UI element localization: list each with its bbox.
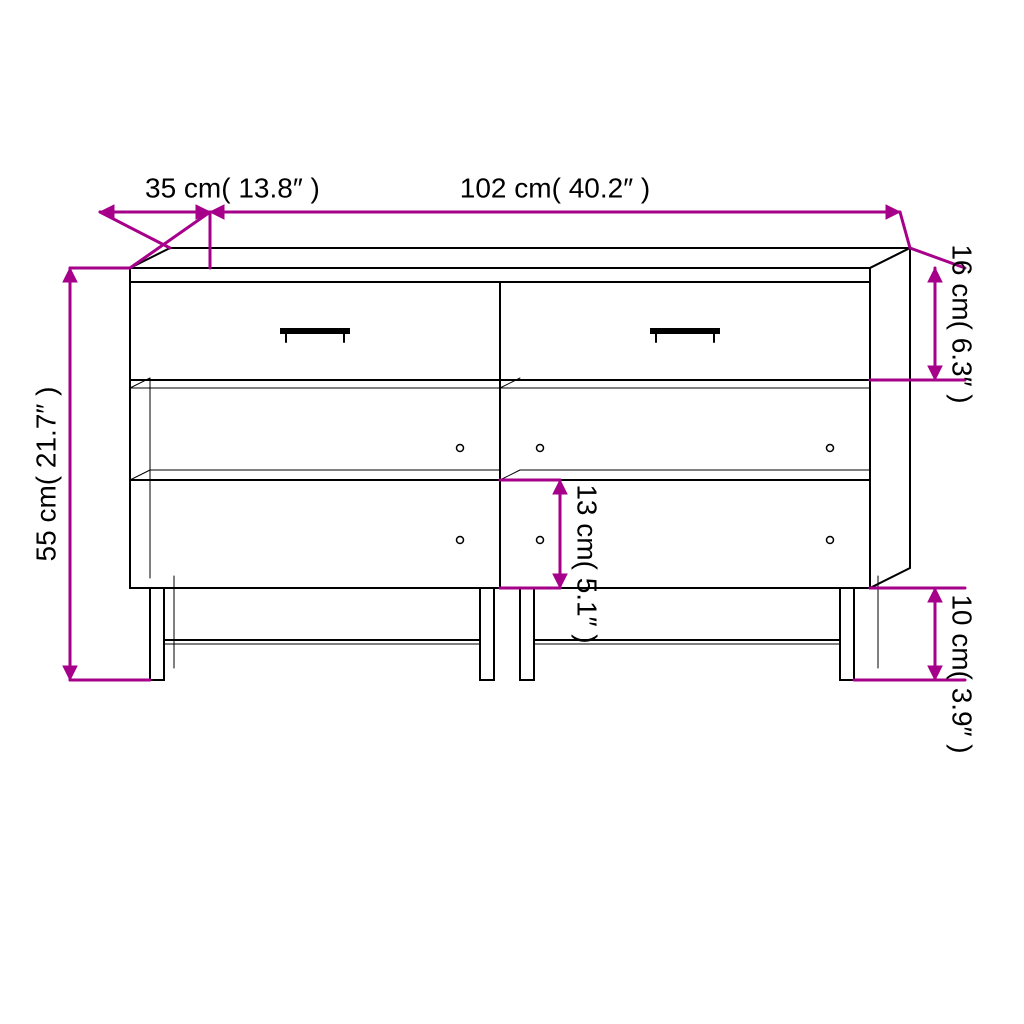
cabinet-leg (480, 588, 494, 680)
drawer-handle (650, 328, 720, 334)
cabinet-leg (150, 588, 164, 680)
dimension-diagram: 35 cm( 13.8″ ) 102 cm( 40.2″ ) 55 cm( 21.7… (0, 0, 1024, 1024)
cabinet-leg (520, 588, 534, 680)
dim-depth: 35 cm( 13.8″ ) (145, 172, 320, 203)
dim-height: 55 cm( 21.7″ ) (30, 387, 61, 562)
cabinet-leg (840, 588, 854, 680)
dim-drawer: 16 cm( 6.3″ ) (947, 244, 978, 403)
dim-shelf: 13 cm( 5.1″ ) (572, 484, 603, 643)
dim-leg: 10 cm( 3.9″ ) (947, 594, 978, 753)
cabinet (130, 248, 910, 680)
drawer-handle (280, 328, 350, 334)
dim-width: 102 cm( 40.2″ ) (460, 172, 650, 203)
